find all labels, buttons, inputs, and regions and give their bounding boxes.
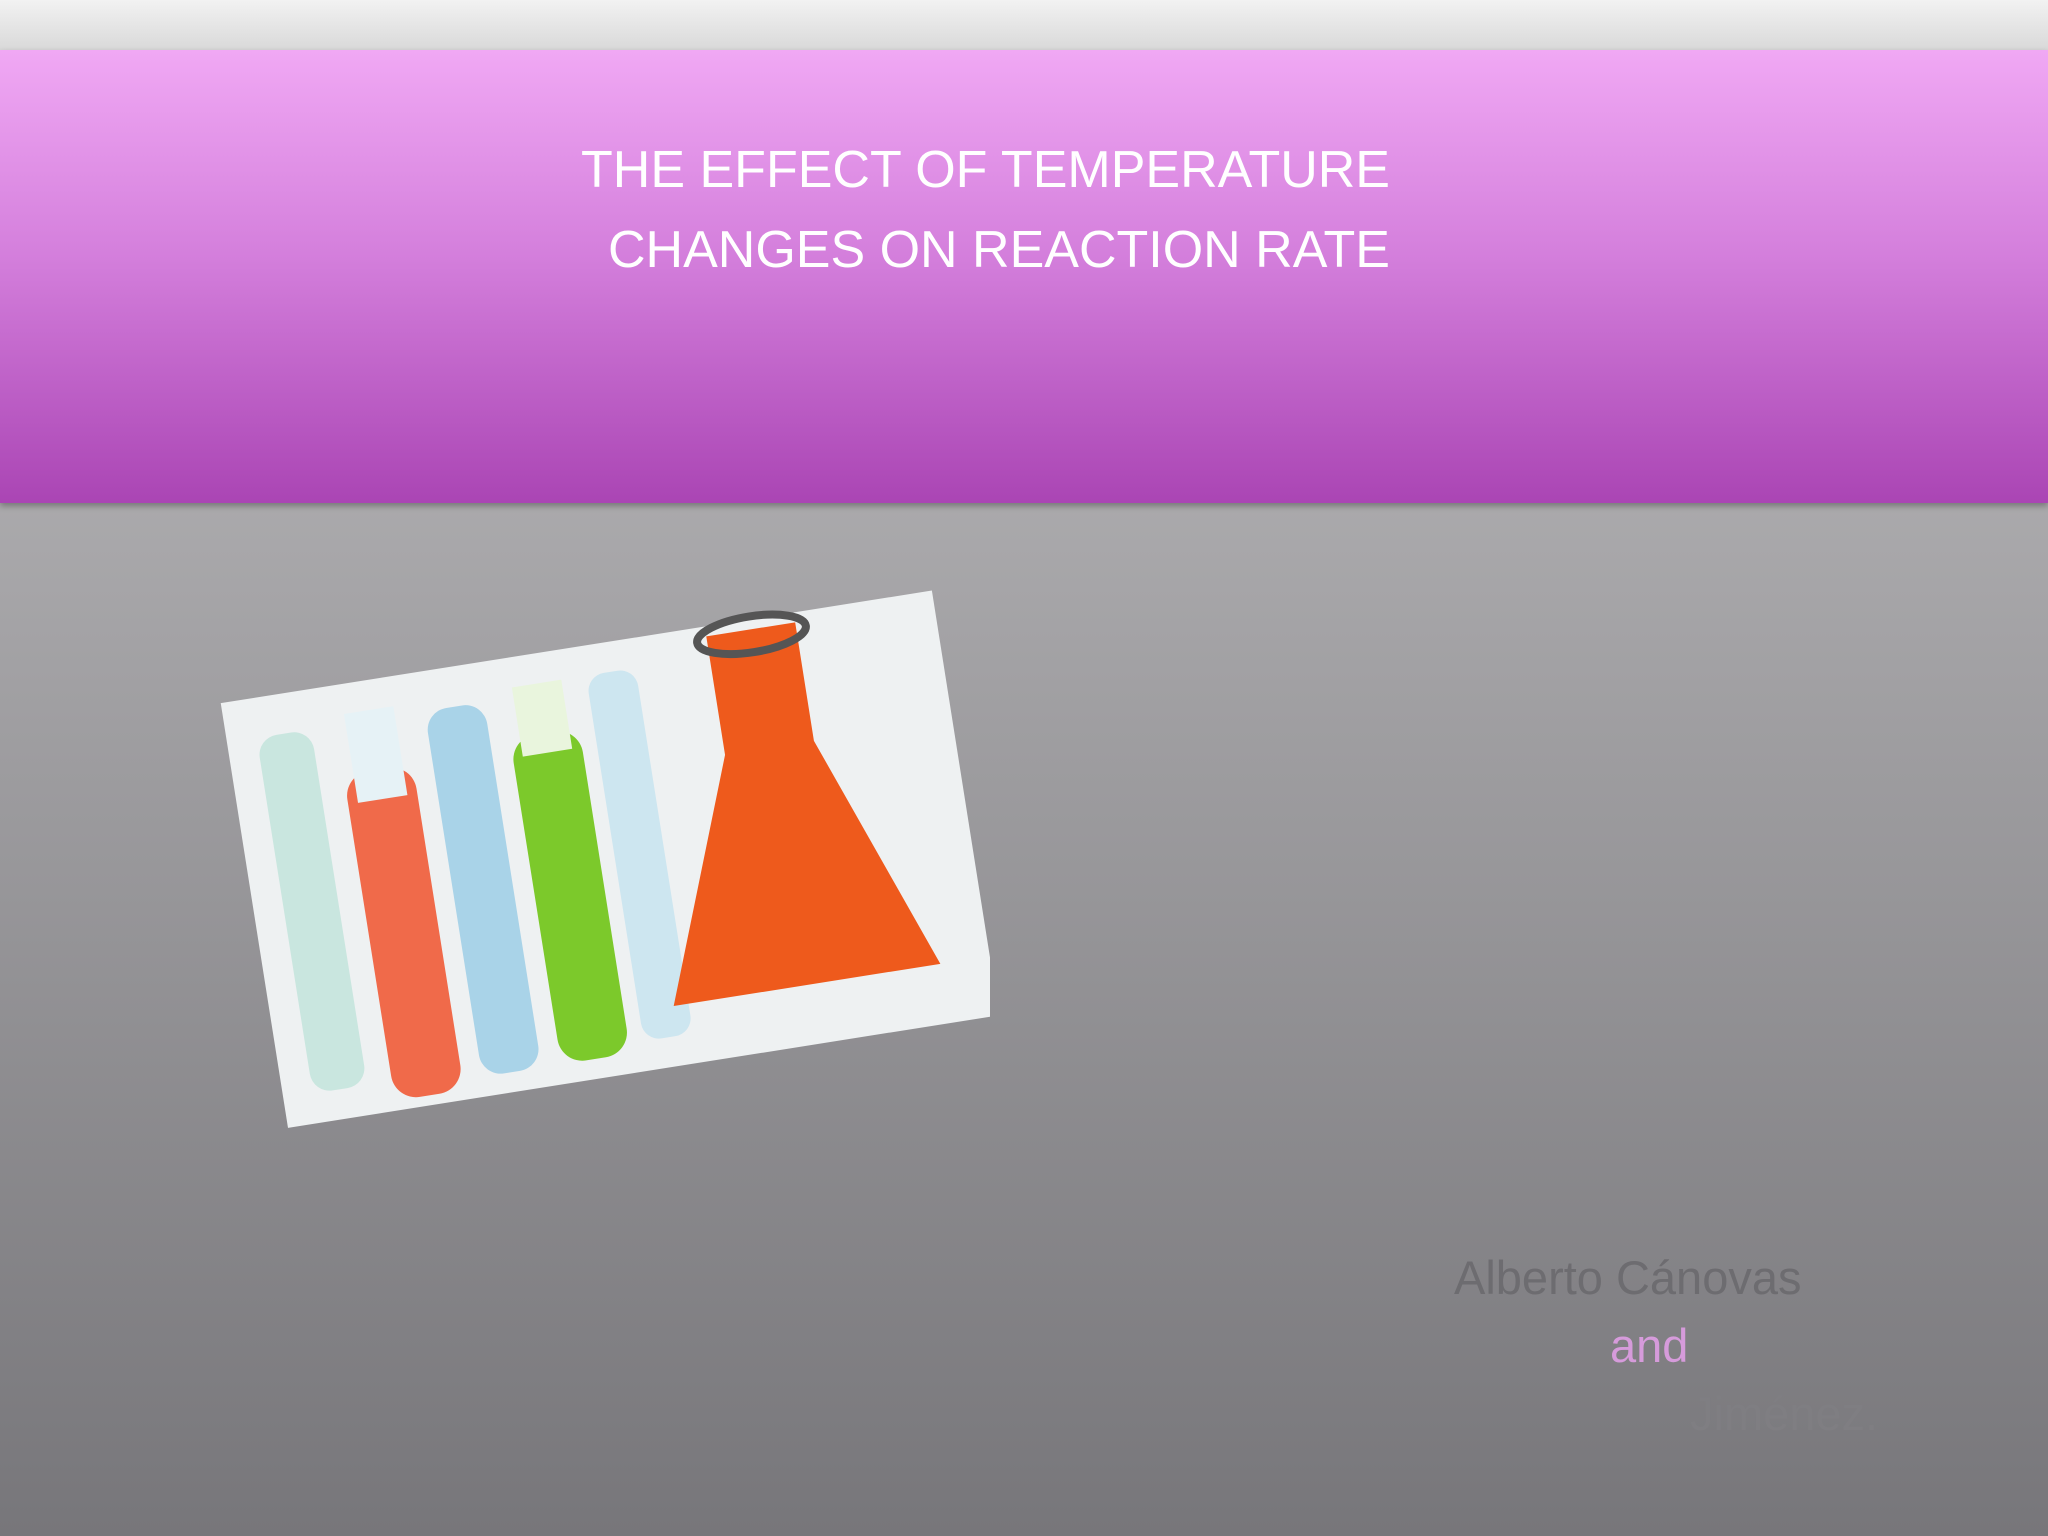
test-tubes-photo [220,590,990,1128]
title-line: THE EFFECT OF TEMPERATURE [581,141,1390,199]
title-banner: THE EFFECT OF TEMPERATURE CHANGES ON REA… [0,50,2048,503]
top-bar [0,0,2048,50]
author: Jiménez. [1690,1387,1879,1440]
title-line: CHANGES ON REACTION RATE [607,221,1390,279]
author: Alberto Cánovas [1454,1251,1802,1304]
author: and [1610,1319,1689,1372]
